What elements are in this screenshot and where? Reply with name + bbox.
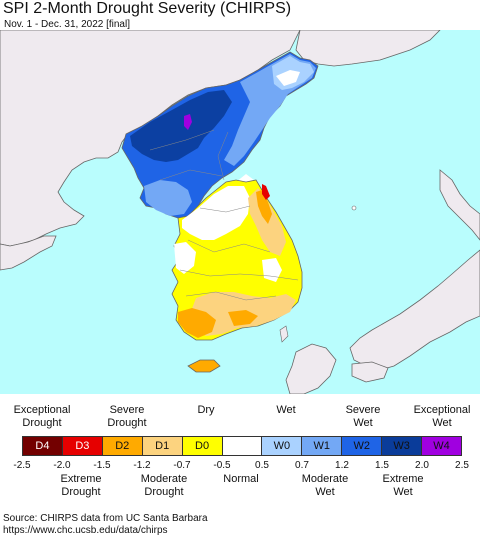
legend-tick: 1.5 <box>375 460 389 471</box>
source-line-1: Source: CHIRPS data from UC Santa Barbar… <box>3 513 208 524</box>
nk-w4-zone <box>184 114 192 130</box>
sk-d2-zone <box>256 190 272 224</box>
legend-tick: 1.2 <box>335 460 349 471</box>
legend-top-label: Severe Drought <box>107 404 147 429</box>
map-subtitle: Nov. 1 - Dec. 31, 2022 [final] <box>4 19 130 30</box>
legend-box-w4: W4 <box>422 437 461 455</box>
sk-normal-zone <box>182 186 250 240</box>
legend-bottom-label: Normal <box>223 473 259 485</box>
legend-box-d1: D1 <box>142 437 183 455</box>
drought-map <box>0 30 480 394</box>
japan-kyushu <box>285 343 337 394</box>
sk-normal-zone-west <box>174 242 196 274</box>
sk-d2-south-2 <box>228 310 258 326</box>
nk-w1-south <box>144 180 192 216</box>
japan-shikoku <box>351 361 389 383</box>
legend-box-d2: D2 <box>102 437 143 455</box>
nk-w3-zone <box>130 90 232 162</box>
legend-top-label: Exceptional Wet <box>413 404 471 429</box>
map-title: SPI 2-Month Drought Severity (CHIRPS) <box>3 0 292 17</box>
legend-top-label: Wet <box>276 404 296 416</box>
legend-top-label: Dry <box>197 404 215 416</box>
legend-tick: -1.2 <box>133 460 151 471</box>
legend-tick: 2.5 <box>455 460 469 471</box>
legend-box-w0: W0 <box>262 437 303 455</box>
legend-box-d3: D3 <box>62 437 103 455</box>
nk-normal-zone <box>276 70 300 86</box>
legend-tick: -2.5 <box>13 460 31 471</box>
jeju-island <box>187 359 221 373</box>
legend-bottom-label: Moderate Drought <box>140 473 188 498</box>
legend-bottom-label: Extreme Wet <box>382 473 424 498</box>
legend-bottom-label: Extreme Drought <box>60 473 102 498</box>
russia-land <box>295 30 441 67</box>
legend-tick: 0.5 <box>255 460 269 471</box>
legend-box-d0: D0 <box>182 437 223 455</box>
legend-tick: 0.7 <box>295 460 309 471</box>
legend-box-w3: W3 <box>382 437 423 455</box>
legend-box-w1: W1 <box>302 437 343 455</box>
legend-top-label: Severe Wet <box>345 404 381 429</box>
legend-tick: -2.0 <box>53 460 71 471</box>
japan-north <box>439 169 480 241</box>
legend-box-d4: D4 <box>23 437 63 455</box>
province-boundaries <box>149 129 299 301</box>
legend-tick: -0.5 <box>213 460 231 471</box>
legend-tick: 2.0 <box>415 460 429 471</box>
legend-top-label: Exceptional Drought <box>13 404 71 429</box>
legend-box-normal <box>222 437 263 455</box>
legend-bottom-label: Moderate Wet <box>301 473 349 498</box>
legend-box-w2: W2 <box>342 437 383 455</box>
sk-d3-zone <box>262 184 270 200</box>
shandong-land <box>0 235 57 271</box>
legend-tick: -0.7 <box>173 460 191 471</box>
ulleung-island <box>351 205 357 211</box>
sk-d2-south <box>178 308 216 338</box>
legend-color-bar: D4 D3 D2 D1 D0 W0 W1 W2 W3 W4 <box>22 436 462 456</box>
tsushima-island <box>279 325 289 343</box>
japan-land <box>349 249 480 371</box>
legend-tick: -1.5 <box>93 460 111 471</box>
source-line-2: https://www.chc.ucsb.edu/data/chirps <box>3 525 168 536</box>
